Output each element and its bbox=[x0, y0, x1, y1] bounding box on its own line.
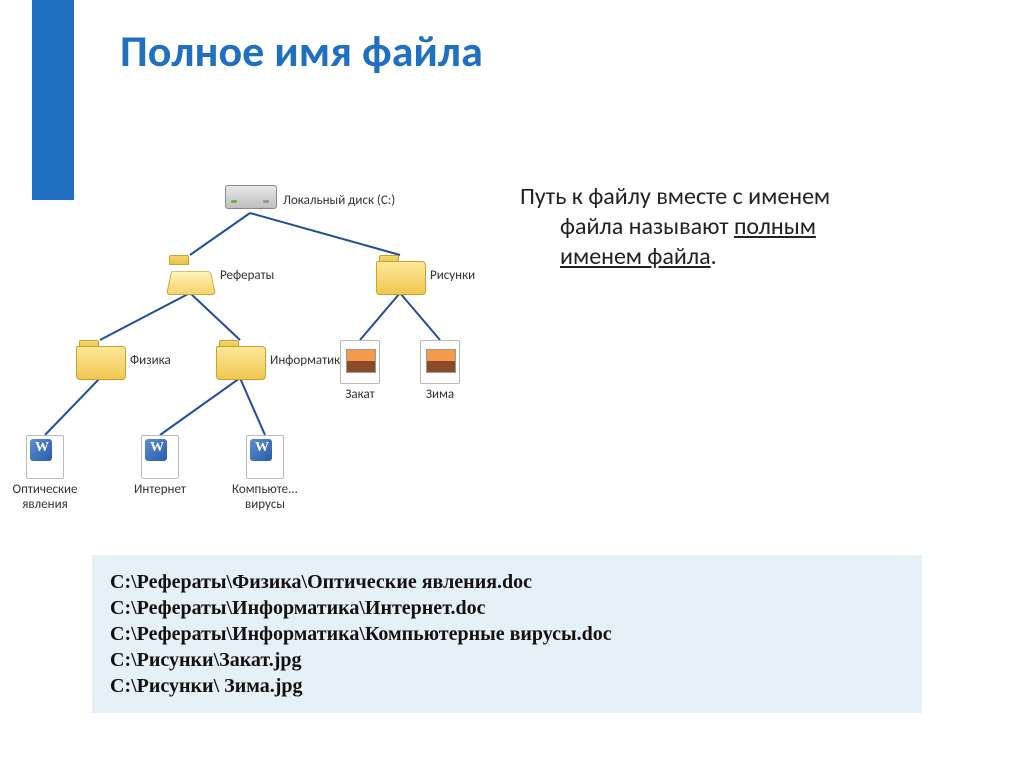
image-file-icon bbox=[420, 340, 460, 384]
node-label: Оптическиеявления bbox=[0, 482, 95, 512]
accent-bar bbox=[32, 0, 74, 200]
folder-icon bbox=[376, 255, 424, 293]
file-tree-diagram: Локальный диск (C:) Рефераты Рисунки Физика… bbox=[0, 175, 520, 545]
file-path-line: C:\Рефераты\Физика\Оптические явления.do… bbox=[110, 569, 904, 595]
node-label: Зима bbox=[390, 387, 490, 402]
slide-title: Полное имя файла bbox=[120, 24, 483, 78]
node-label: Локальный диск (C:) bbox=[283, 193, 395, 208]
node-label: Рисунки bbox=[430, 268, 475, 283]
tree-node-ref: Рефераты bbox=[166, 255, 326, 296]
file-path-line: C:\Рефераты\Информатика\Компьютерные вир… bbox=[110, 621, 904, 647]
word-doc-icon bbox=[141, 435, 179, 479]
desc-line2-plain: файла называют bbox=[560, 212, 734, 241]
word-doc-icon bbox=[26, 435, 64, 479]
description-text: Путь к файлу вместе с именем файла назыв… bbox=[520, 182, 970, 272]
file-path-line: C:\Рисунки\ Зима.jpg bbox=[110, 673, 904, 699]
node-label: Компьюте...вирусы bbox=[215, 482, 315, 512]
desc-line3-under: именем файла bbox=[560, 242, 711, 271]
word-doc-icon bbox=[246, 435, 284, 479]
node-label: Интернет bbox=[110, 482, 210, 497]
folder-icon bbox=[216, 340, 264, 378]
node-label: Физика bbox=[130, 353, 171, 368]
desc-line2-under: полным bbox=[734, 212, 816, 241]
tree-node-virus: Компьюте...вирусы bbox=[215, 435, 315, 512]
desc-period: . bbox=[711, 242, 717, 271]
file-path-line: C:\Рисунки\Закат.jpg bbox=[110, 647, 904, 673]
tree-node-zima: Зима bbox=[390, 340, 490, 402]
tree-node-fiz: Физика bbox=[76, 340, 236, 381]
node-label: Рефераты bbox=[220, 268, 274, 283]
file-path-line: C:\Рефераты\Информатика\Интернет.doc bbox=[110, 595, 904, 621]
file-paths-box: C:\Рефераты\Физика\Оптические явления.do… bbox=[92, 555, 922, 713]
folder-open-icon bbox=[166, 255, 214, 293]
tree-node-disk: Локальный диск (C:) bbox=[225, 185, 445, 216]
folder-icon bbox=[76, 340, 124, 378]
tree-node-inet: Интернет bbox=[110, 435, 210, 497]
disk-icon bbox=[225, 185, 275, 213]
tree-node-opt: Оптическиеявления bbox=[0, 435, 95, 512]
desc-line1: Путь к файлу вместе с именем bbox=[520, 182, 830, 211]
image-file-icon bbox=[340, 340, 380, 384]
tree-node-ris: Рисунки bbox=[376, 255, 536, 296]
